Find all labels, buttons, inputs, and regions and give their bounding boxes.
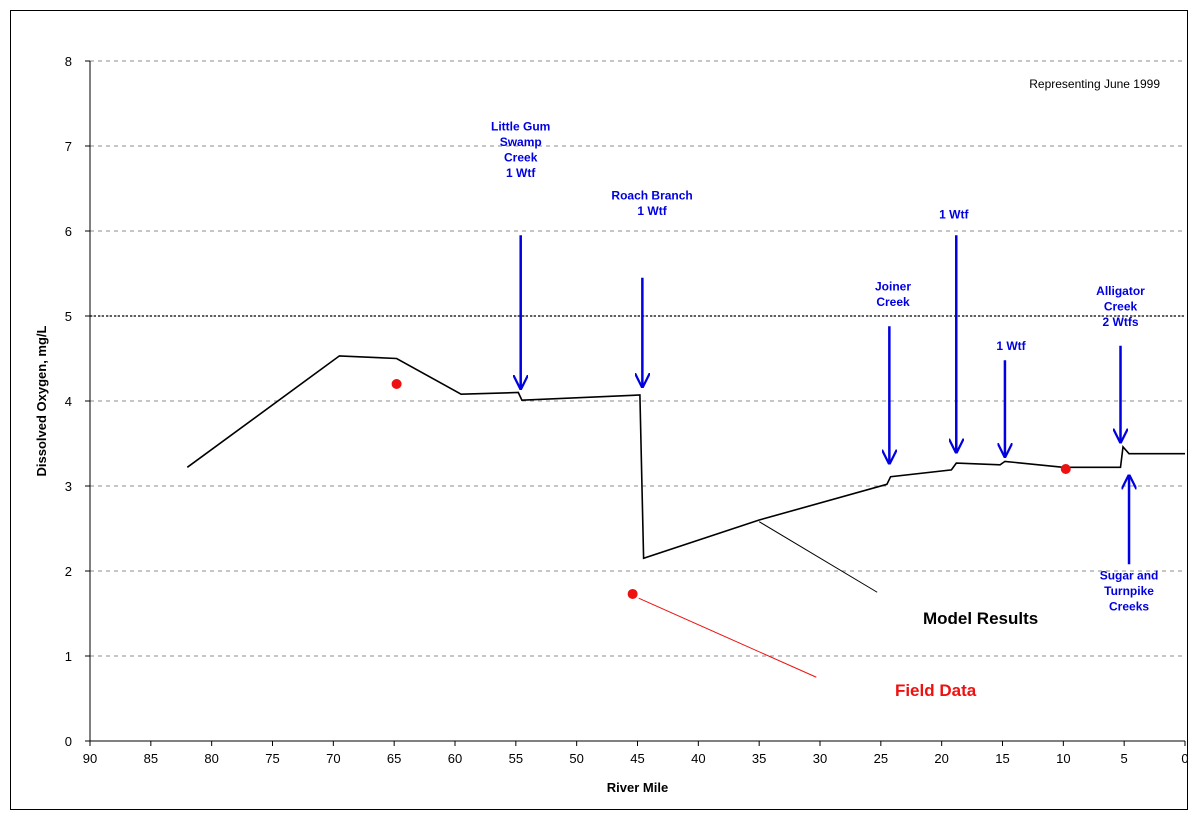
y-tick-label-1: 1: [65, 649, 72, 664]
y-tick-label-2: 2: [65, 564, 72, 579]
tributary-label-7-line-1: Sugar and: [1100, 569, 1159, 583]
tributary-label-6-line-3: 2 Wtfs: [1103, 315, 1139, 329]
tributary-label-3-line-1: 1 Wtf: [939, 207, 969, 221]
x-tick-label-0: 0: [1181, 751, 1188, 766]
x-tick-label-50: 50: [569, 751, 583, 766]
x-tick-label-20: 20: [934, 751, 948, 766]
x-tick-label-45: 45: [630, 751, 644, 766]
x-tick-label-70: 70: [326, 751, 340, 766]
x-tick-label-25: 25: [874, 751, 888, 766]
tributary-label-2: Roach Branch 1 Wtf: [611, 189, 692, 219]
series-group: [186, 355, 1185, 599]
tributary-label-7-line-3: Creeks: [1109, 600, 1149, 614]
chart-frame: [10, 10, 1188, 810]
y-tick-label-4: 4: [65, 394, 72, 409]
tributary-label-4-line-2: Creek: [876, 295, 910, 309]
x-axis-title: River Mile: [607, 780, 668, 795]
tributary-label-1-line-2: Swamp: [500, 135, 542, 149]
x-tick-label-15: 15: [995, 751, 1009, 766]
arrows-group: [521, 235, 1129, 565]
y-axis-title: Dissolved Oxygen, mg/L: [34, 325, 49, 476]
tributary-label-6: Alligator Creek 2 Wtfs: [1096, 284, 1145, 329]
field-data-leader-line: [638, 597, 817, 678]
y-tick-label-5: 5: [65, 309, 72, 324]
grid-lines: [90, 60, 1185, 657]
y-tick-label-0: 0: [65, 734, 72, 749]
x-tick-label-80: 80: [204, 751, 218, 766]
x-tick-label-85: 85: [144, 751, 158, 766]
tributary-label-6-line-2: Creek: [1104, 299, 1138, 313]
y-tick-label-8: 8: [65, 54, 72, 69]
callouts-group: Model Results Field Data: [638, 521, 1038, 700]
y-tick-label-3: 3: [65, 479, 72, 494]
tributary-label-2-line-2: 1 Wtf: [637, 204, 667, 218]
model-results-leader-line: [758, 521, 878, 593]
y-tick-label-6: 6: [65, 224, 72, 239]
tributary-label-7: Sugar and Turnpike Creeks: [1100, 569, 1159, 614]
chart-note: Representing June 1999: [1029, 77, 1160, 91]
x-tick-label-75: 75: [265, 751, 279, 766]
tributary-label-1-line-1: Little Gum: [491, 120, 550, 134]
tributary-label-2-line-1: Roach Branch: [611, 189, 692, 203]
tributary-label-1: Little Gum Swamp Creek 1 Wtf: [491, 120, 550, 181]
tributary-label-5: 1 Wtf: [996, 339, 1026, 353]
field-data-point-2: [627, 588, 638, 599]
x-tick-label-65: 65: [387, 751, 401, 766]
field-data-point-3: [1060, 464, 1071, 474]
model-results-callout: Model Results: [923, 609, 1038, 628]
tributary-label-1-line-3: Creek: [504, 151, 538, 165]
x-tick-label-30: 30: [813, 751, 827, 766]
y-tick-label-7: 7: [65, 139, 72, 154]
tributary-label-3: 1 Wtf: [939, 207, 969, 221]
x-tick-label-40: 40: [691, 751, 705, 766]
field-data-callout: Field Data: [895, 681, 977, 700]
x-tick-label-5: 5: [1121, 751, 1128, 766]
x-tick-label-60: 60: [448, 751, 462, 766]
tributary-label-1-line-4: 1 Wtf: [506, 166, 536, 180]
tributary-label-4-line-1: Joiner: [875, 280, 911, 294]
model-results-line: [186, 355, 1185, 560]
y-ticks: 0 1 2 3 4 5 6 7 8: [65, 54, 90, 749]
x-ticks: 90 85 80 75 70 65 60 55 50 45 40 35 30 25 20 15 10 5 0: [83, 741, 1189, 766]
tributary-label-7-line-2: Turnpike: [1104, 584, 1154, 598]
x-tick-label-35: 35: [752, 751, 766, 766]
tributary-label-5-line-1: 1 Wtf: [996, 339, 1026, 353]
tributary-label-4: Joiner Creek: [875, 280, 911, 310]
x-tick-label-55: 55: [509, 751, 523, 766]
x-tick-label-90: 90: [83, 751, 97, 766]
x-tick-label-10: 10: [1056, 751, 1070, 766]
field-data-point-1: [391, 379, 402, 389]
tributary-label-6-line-1: Alligator: [1096, 284, 1145, 298]
